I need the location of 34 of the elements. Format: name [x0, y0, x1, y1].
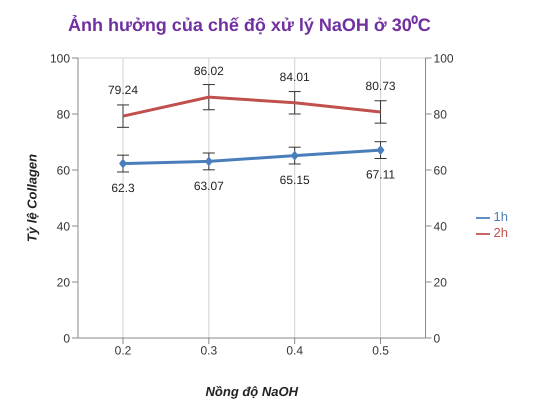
data-label: 80.73 [366, 78, 396, 93]
point [290, 150, 299, 161]
data-label: 79.24 [108, 83, 138, 98]
x-tick-label: 0.4 [286, 344, 304, 358]
y2-tick-label: 20 [434, 275, 448, 290]
y-tick-label: 80 [56, 107, 70, 122]
y2-tick-label: 100 [434, 51, 454, 66]
point [119, 158, 127, 169]
data-label: 67.11 [366, 168, 396, 182]
y-tick-label: 60 [56, 163, 70, 178]
chart-title: Ảnh hưởng của chế độ xử lý NaOH ở 30⁰C [67, 14, 432, 37]
legend-label: 2h [494, 225, 508, 240]
y2-tick-label: 80 [434, 107, 448, 122]
data-label: 63.07 [194, 178, 224, 193]
data-label: 62.3 [111, 181, 135, 196]
x-tick-label: 0.2 [114, 344, 132, 358]
data-label: 65.15 [280, 173, 310, 188]
y2-tick-label: 60 [434, 163, 448, 178]
y2-tick-label: 0 [434, 331, 441, 346]
y-axis-title: Tỷ lệ Collagen [24, 154, 40, 242]
line-series [122, 96, 382, 118]
y2-tick-label: 40 [434, 219, 448, 234]
y-tick-label: 20 [56, 275, 70, 290]
x-tick-label: 0.5 [372, 344, 390, 358]
point [204, 156, 213, 166]
data-label: 84.01 [280, 70, 310, 84]
point [376, 145, 385, 156]
x-tick-label: 0.3 [200, 344, 218, 358]
y-tick-label: 100 [50, 51, 70, 66]
y-tick-label: 0 [63, 331, 70, 346]
x-axis-title: Nồng độ NaOH [206, 384, 299, 399]
legend-label: 1h [494, 209, 508, 224]
y-tick-label: 40 [56, 219, 70, 234]
data-label: 86.02 [194, 64, 224, 78]
